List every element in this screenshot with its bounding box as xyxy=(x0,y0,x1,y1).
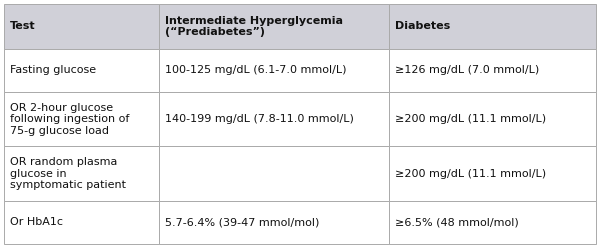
Bar xyxy=(4,147,159,201)
Text: Test: Test xyxy=(10,21,35,31)
Bar xyxy=(389,147,596,201)
Bar xyxy=(159,92,389,147)
Text: 140-199 mg/dL (7.8-11.0 mmol/L): 140-199 mg/dL (7.8-11.0 mmol/L) xyxy=(165,114,354,124)
Text: ≥200 mg/dL (11.1 mmol/L): ≥200 mg/dL (11.1 mmol/L) xyxy=(395,114,546,124)
Bar xyxy=(4,49,159,92)
Bar xyxy=(159,201,389,244)
Bar xyxy=(389,49,596,92)
Bar xyxy=(4,201,159,244)
Text: ≥126 mg/dL (7.0 mmol/L): ≥126 mg/dL (7.0 mmol/L) xyxy=(395,65,539,75)
Bar xyxy=(159,49,389,92)
Text: ≥200 mg/dL (11.1 mmol/L): ≥200 mg/dL (11.1 mmol/L) xyxy=(395,169,546,179)
Bar xyxy=(4,92,159,147)
Text: Fasting glucose: Fasting glucose xyxy=(10,65,96,75)
Bar xyxy=(389,4,596,49)
Text: OR random plasma
glucose in
symptomatic patient: OR random plasma glucose in symptomatic … xyxy=(10,157,126,190)
Text: 100-125 mg/dL (6.1-7.0 mmol/L): 100-125 mg/dL (6.1-7.0 mmol/L) xyxy=(165,65,347,75)
Text: OR 2-hour glucose
following ingestion of
75-g glucose load: OR 2-hour glucose following ingestion of… xyxy=(10,103,130,136)
Text: 5.7-6.4% (39-47 mmol/mol): 5.7-6.4% (39-47 mmol/mol) xyxy=(165,217,319,227)
Text: ≥6.5% (48 mmol/mol): ≥6.5% (48 mmol/mol) xyxy=(395,217,518,227)
Bar xyxy=(389,92,596,147)
Text: Intermediate Hyperglycemia
(“Prediabetes”): Intermediate Hyperglycemia (“Prediabetes… xyxy=(165,16,343,37)
Bar xyxy=(159,4,389,49)
Text: Or HbA1c: Or HbA1c xyxy=(10,217,63,227)
Bar xyxy=(4,4,159,49)
Text: Diabetes: Diabetes xyxy=(395,21,450,31)
Bar xyxy=(159,147,389,201)
Bar xyxy=(389,201,596,244)
